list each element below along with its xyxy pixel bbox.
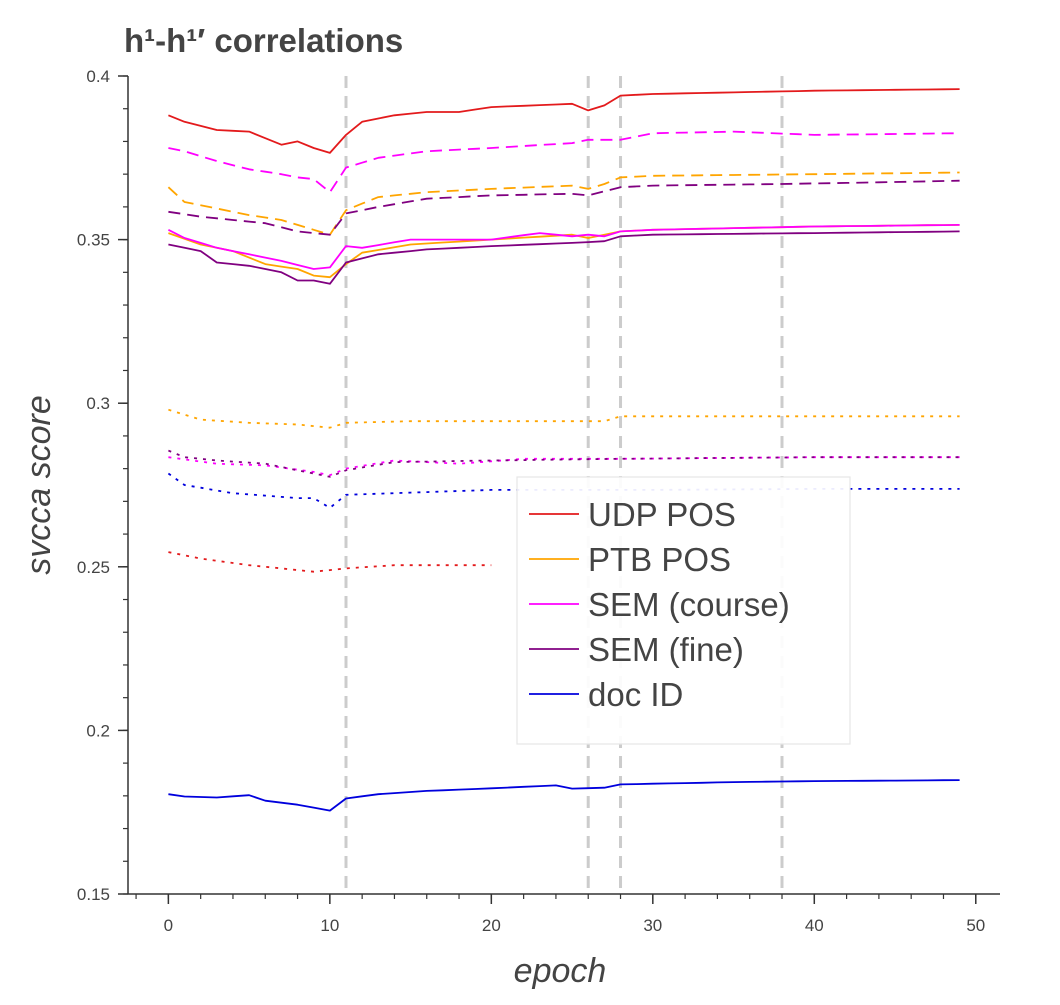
series-line bbox=[168, 551, 492, 573]
y-tick-label: 0.3 bbox=[86, 394, 110, 413]
chart-title: h¹-h¹′ correlations bbox=[124, 22, 404, 59]
y-tick-label: 0.2 bbox=[86, 721, 110, 740]
x-axis-label: epoch bbox=[514, 952, 607, 990]
legend: UDP POS PTB POS SEM (course) SEM (fine) doc … bbox=[516, 476, 851, 745]
series-line bbox=[168, 130, 960, 194]
legend-label: SEM (course) bbox=[588, 586, 790, 623]
legend-item: SEM (fine) bbox=[529, 631, 744, 668]
series-line bbox=[168, 779, 960, 812]
legend-item: PTB POS bbox=[529, 541, 731, 578]
y-tick-label: 0.35 bbox=[77, 231, 110, 250]
x-tick-label: 30 bbox=[643, 916, 662, 935]
series-line bbox=[168, 449, 960, 478]
series-line bbox=[167, 171, 960, 236]
series-line bbox=[168, 179, 960, 236]
legend-label: doc ID bbox=[588, 676, 683, 713]
y-tick-label: 0.15 bbox=[77, 885, 110, 904]
legend-item: SEM (course) bbox=[529, 586, 790, 623]
series-line bbox=[168, 88, 960, 154]
x-tick-label: 50 bbox=[966, 916, 985, 935]
legend-box bbox=[516, 476, 851, 745]
series-line bbox=[168, 408, 960, 429]
x-tick-label: 10 bbox=[320, 916, 339, 935]
legend-label: SEM (fine) bbox=[588, 631, 744, 668]
legend-item: doc ID bbox=[529, 676, 683, 713]
x-tick-label: 40 bbox=[805, 916, 824, 935]
series-line bbox=[168, 456, 960, 477]
y-tick-label: 0.4 bbox=[86, 67, 110, 86]
y-tick-label: 0.25 bbox=[77, 558, 110, 577]
x-tick-label: 20 bbox=[482, 916, 501, 935]
legend-item: UDP POS bbox=[529, 496, 736, 533]
x-tick-label: 0 bbox=[164, 916, 173, 935]
y-axis-label: svcca score bbox=[20, 395, 58, 575]
legend-label: PTB POS bbox=[588, 541, 731, 578]
series-line bbox=[167, 224, 960, 270]
legend-label: UDP POS bbox=[588, 496, 736, 533]
series-line bbox=[168, 230, 960, 285]
